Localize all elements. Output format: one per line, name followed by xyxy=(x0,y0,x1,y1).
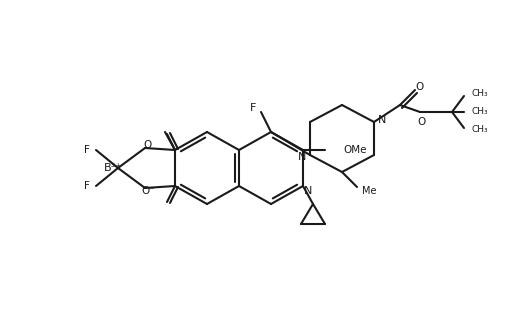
Text: F: F xyxy=(84,181,90,191)
Text: F: F xyxy=(250,103,256,113)
Text: O: O xyxy=(144,140,152,150)
Text: N: N xyxy=(378,115,386,125)
Text: N: N xyxy=(298,152,306,162)
Text: O: O xyxy=(418,117,426,127)
Text: OMe: OMe xyxy=(343,145,366,155)
Text: O⁻: O⁻ xyxy=(141,186,155,196)
Text: B³⁺: B³⁺ xyxy=(104,163,122,173)
Text: O: O xyxy=(415,82,423,92)
Text: N: N xyxy=(304,186,312,196)
Text: CH₃: CH₃ xyxy=(471,108,488,116)
Text: F: F xyxy=(84,145,90,155)
Text: CH₃: CH₃ xyxy=(471,125,488,135)
Text: CH₃: CH₃ xyxy=(471,89,488,98)
Text: Me: Me xyxy=(362,186,376,196)
